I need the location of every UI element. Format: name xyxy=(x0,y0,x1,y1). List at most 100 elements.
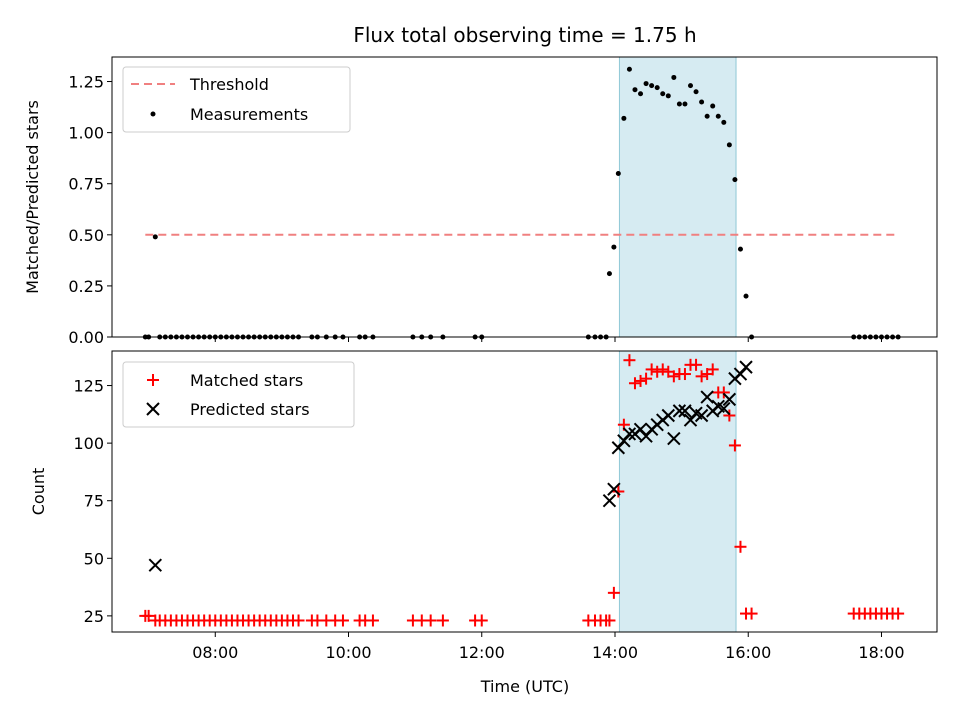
measurement-point-58 xyxy=(665,93,671,99)
predicted-star-points xyxy=(148,360,753,572)
measurement-point-62 xyxy=(687,83,693,89)
matched-point-53 xyxy=(634,374,647,387)
bottom-ytick-label-2: 75 xyxy=(84,492,104,511)
y-axis-label-bottom: Count xyxy=(29,468,48,516)
top-ytick-label-2: 0.50 xyxy=(68,226,104,245)
predicted-point-13 xyxy=(667,431,681,446)
matched-point-70 xyxy=(728,439,741,452)
legend-matched-label: Matched stars xyxy=(190,371,303,390)
matched-point-36 xyxy=(366,614,379,627)
measurement-point-66 xyxy=(710,103,716,109)
axis-ticks-top: 0.00 0.25 0.50 0.75 1.00 1.25 xyxy=(68,73,882,347)
predicted-point-22 xyxy=(717,401,731,416)
matched-point-39 xyxy=(424,614,437,627)
measurement-point-65 xyxy=(704,113,710,119)
legend-threshold-label: Threshold xyxy=(189,75,269,94)
panel-ratio: Flux total observing time = 1.75 h 0.000… xyxy=(23,23,938,347)
predicted-point-1 xyxy=(602,494,617,508)
bottom-xtick-label-2: 12:00 xyxy=(459,643,505,662)
axis-ticks-bottom: 25 50 75 100 125 08:00 10:00 12:00 14:00 16:00 18:… xyxy=(73,377,904,662)
bottom-xtick-label-4: 16:00 xyxy=(725,643,771,662)
matched-point-49 xyxy=(612,485,625,498)
measurement-point-2 xyxy=(152,234,158,240)
predicted-point-19 xyxy=(700,390,714,404)
predicted-point-12 xyxy=(661,408,675,423)
matched-point-55 xyxy=(645,363,658,376)
measurement-point-61 xyxy=(682,101,688,107)
top-ytick-label-1: 0.25 xyxy=(68,277,104,296)
matched-point-82 xyxy=(892,607,905,620)
measurement-point-70 xyxy=(732,177,738,183)
matched-point-28 xyxy=(292,614,305,627)
bottom-xtick-label-5: 18:00 xyxy=(858,643,904,662)
matched-point-52 xyxy=(628,377,641,390)
measurement-point-59 xyxy=(671,74,677,80)
legend-bottom: Matched stars Predicted stars xyxy=(122,361,355,428)
matched-point-56 xyxy=(651,365,664,378)
matched-point-68 xyxy=(717,386,730,399)
top-ytick-label-3: 0.75 xyxy=(68,175,104,194)
matched-point-57 xyxy=(656,363,669,376)
bottom-ytick-label-3: 100 xyxy=(73,434,104,453)
measurement-point-56 xyxy=(654,85,660,91)
matched-point-48 xyxy=(607,586,620,599)
predicted-point-18 xyxy=(694,408,709,423)
measurement-point-47 xyxy=(606,271,612,277)
top-ytick-label-5: 1.25 xyxy=(68,73,104,92)
matched-point-1 xyxy=(142,609,155,622)
bottom-xtick-label-3: 14:00 xyxy=(592,643,638,662)
measurement-point-71 xyxy=(737,246,743,252)
matched-point-61 xyxy=(678,368,691,381)
measurement-point-64 xyxy=(699,99,705,105)
predicted-point-5 xyxy=(622,427,637,441)
bottom-xtick-label-1: 10:00 xyxy=(325,643,371,662)
predicted-point-0 xyxy=(148,558,163,572)
measurement-point-60 xyxy=(676,101,682,107)
predicted-point-26 xyxy=(739,360,753,374)
legend-measurements-swatch xyxy=(150,111,156,117)
top-ytick-label-0: 0.00 xyxy=(68,328,104,347)
measurement-point-51 xyxy=(626,66,632,72)
chart-title: Flux total observing time = 1.75 h xyxy=(353,23,696,47)
matched-point-54 xyxy=(640,372,653,385)
legend-box-bottom xyxy=(122,361,355,428)
matched-point-33 xyxy=(336,614,349,627)
x-axis-label: Time (UTC) xyxy=(480,677,569,696)
panel-counts: 25 50 75 100 125 08:00 10:00 12:00 14:00 16:00 18:… xyxy=(29,350,938,696)
matched-star-points xyxy=(139,354,905,627)
measurement-point-54 xyxy=(643,81,649,87)
measurement-point-52 xyxy=(632,87,638,93)
matched-point-59 xyxy=(667,370,680,383)
matched-point-51 xyxy=(623,354,636,367)
measurement-point-72 xyxy=(743,293,749,299)
measurement-point-69 xyxy=(726,142,732,148)
top-ytick-label-4: 1.00 xyxy=(68,124,104,143)
legend-top: Threshold Measurements xyxy=(122,66,351,133)
bottom-xtick-label-0: 08:00 xyxy=(192,643,238,662)
observing-window-span-top xyxy=(618,56,737,338)
legend-predicted-swatch xyxy=(146,402,160,416)
matched-point-47 xyxy=(603,614,616,627)
legend-measurements-label: Measurements xyxy=(190,105,308,124)
predicted-point-14 xyxy=(672,404,687,418)
bottom-ytick-label-0: 25 xyxy=(84,607,104,626)
bottom-ytick-label-4: 125 xyxy=(73,377,104,396)
legend-predicted-label: Predicted stars xyxy=(190,400,310,419)
matched-point-66 xyxy=(706,363,719,376)
measurement-point-48 xyxy=(611,244,617,250)
legend-box-top xyxy=(122,66,351,133)
measurement-point-49 xyxy=(615,170,621,176)
matched-point-63 xyxy=(690,358,703,371)
predicted-point-2 xyxy=(607,482,621,496)
measurement-point-67 xyxy=(715,113,721,119)
measurement-point-68 xyxy=(721,119,727,125)
matched-point-42 xyxy=(475,614,488,627)
measurement-point-50 xyxy=(621,115,627,121)
predicted-point-15 xyxy=(678,404,692,418)
matched-point-73 xyxy=(745,607,758,620)
bottom-ytick-label-1: 50 xyxy=(84,549,104,568)
matched-point-40 xyxy=(436,614,449,627)
axes-frame-bottom xyxy=(111,350,938,633)
measurement-point-55 xyxy=(649,83,655,89)
